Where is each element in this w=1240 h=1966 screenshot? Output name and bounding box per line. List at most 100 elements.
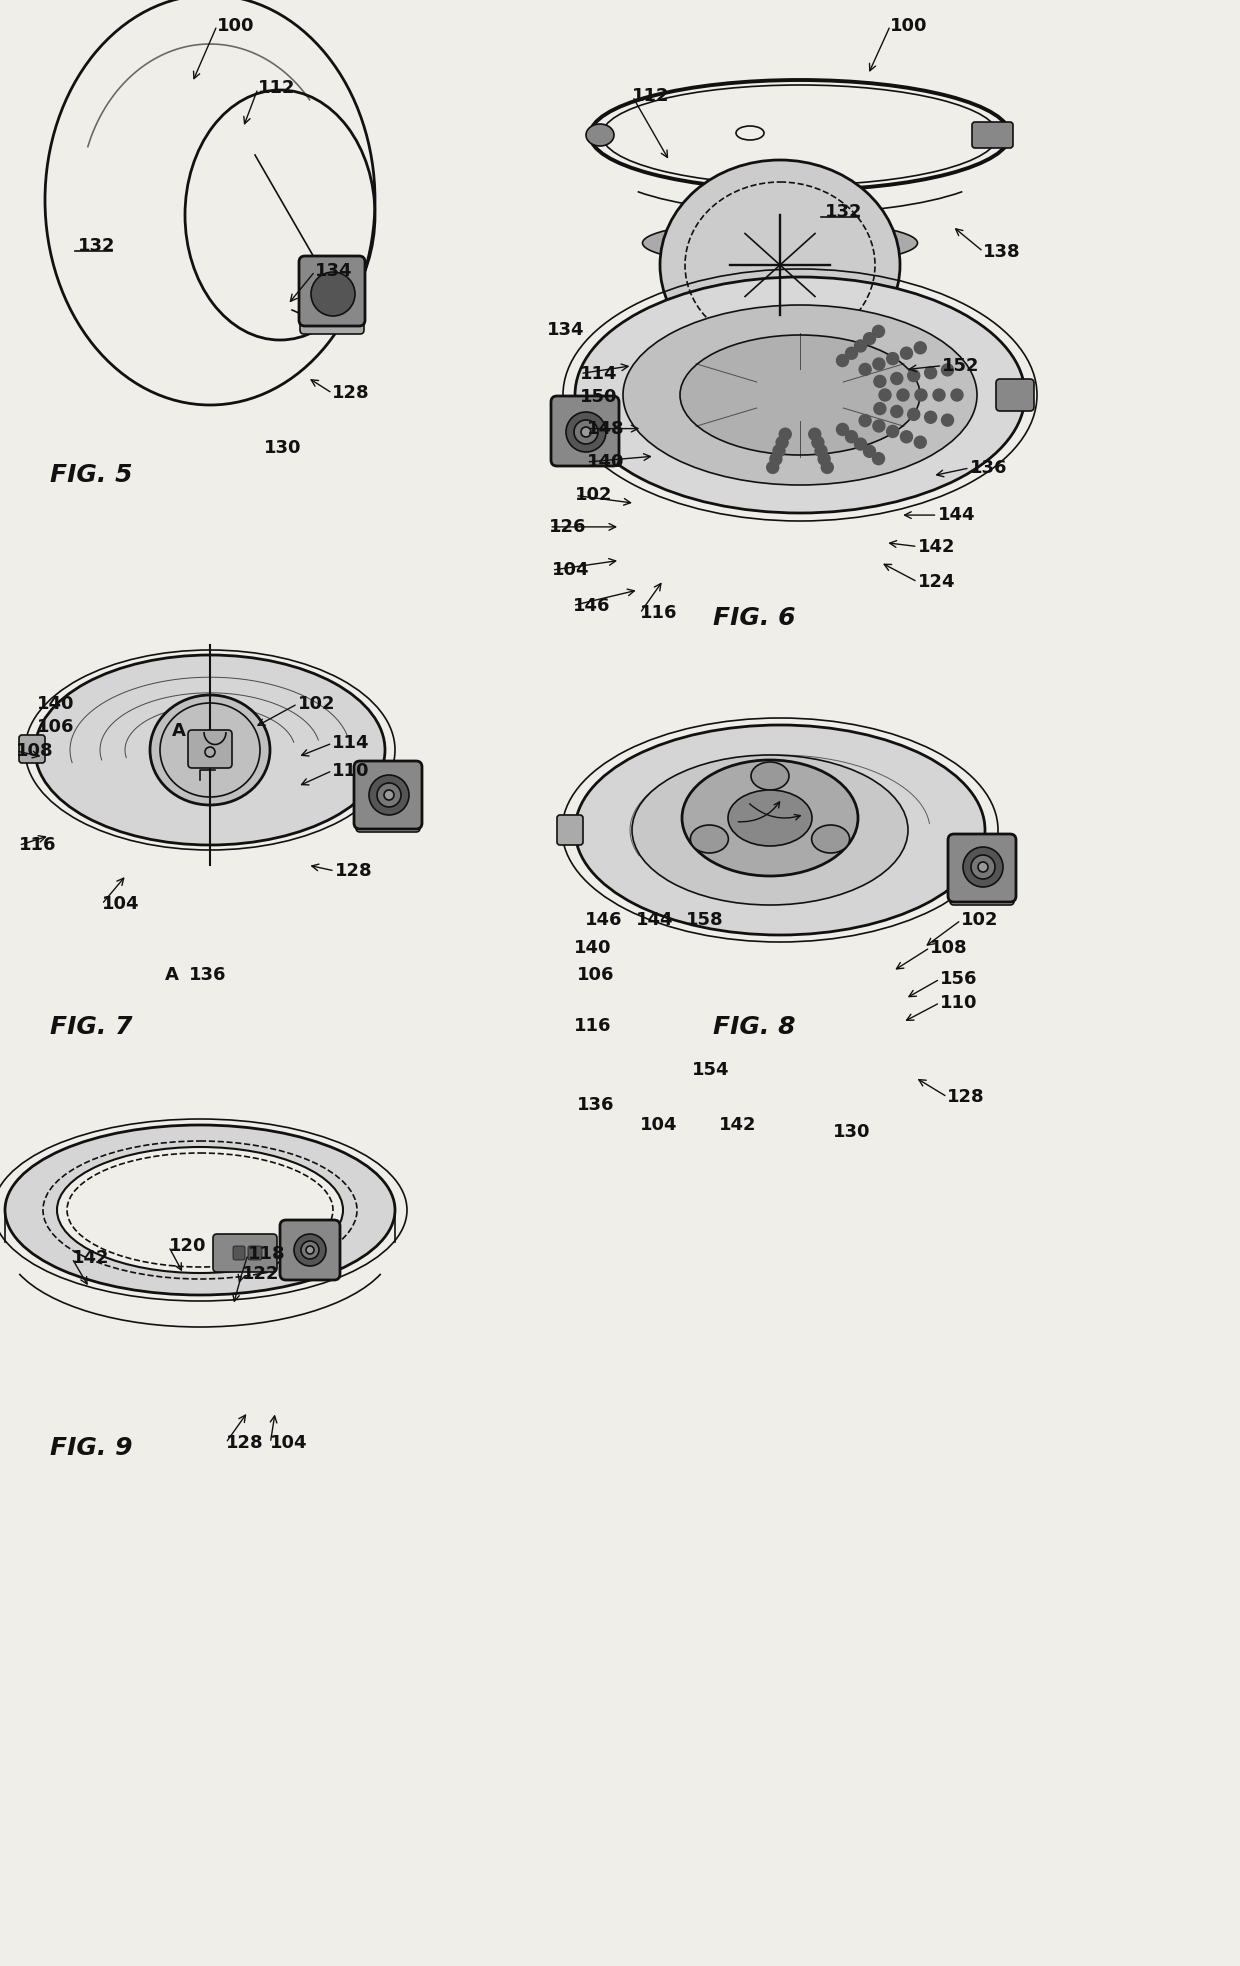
Circle shape — [890, 405, 903, 417]
Text: 102: 102 — [961, 910, 998, 930]
Text: 110: 110 — [940, 993, 977, 1012]
Text: 134: 134 — [547, 320, 584, 340]
Text: 140: 140 — [574, 938, 611, 957]
FancyBboxPatch shape — [233, 1246, 246, 1260]
Text: 126: 126 — [549, 517, 587, 537]
Text: 116: 116 — [574, 1016, 611, 1036]
Circle shape — [301, 1241, 319, 1258]
Text: 110: 110 — [332, 761, 370, 781]
Circle shape — [859, 415, 872, 427]
Text: 124: 124 — [918, 572, 955, 592]
Ellipse shape — [682, 761, 858, 877]
Text: 128: 128 — [947, 1087, 985, 1107]
Ellipse shape — [622, 305, 977, 486]
Text: A: A — [165, 965, 179, 985]
Ellipse shape — [728, 790, 812, 845]
Text: 152: 152 — [942, 356, 980, 376]
Text: 114: 114 — [332, 733, 370, 753]
Circle shape — [370, 775, 409, 816]
Text: 112: 112 — [632, 87, 670, 106]
Circle shape — [582, 427, 591, 436]
FancyBboxPatch shape — [19, 735, 45, 763]
Ellipse shape — [35, 655, 384, 845]
Text: 148: 148 — [587, 419, 624, 438]
Ellipse shape — [632, 755, 908, 904]
Text: 118: 118 — [248, 1244, 285, 1264]
Circle shape — [900, 348, 913, 360]
Circle shape — [384, 790, 394, 800]
Circle shape — [914, 342, 926, 354]
FancyBboxPatch shape — [996, 379, 1034, 411]
FancyBboxPatch shape — [557, 816, 583, 845]
Ellipse shape — [575, 277, 1025, 513]
Circle shape — [821, 462, 833, 474]
Ellipse shape — [57, 1146, 343, 1274]
Text: 130: 130 — [264, 438, 301, 458]
Text: 100: 100 — [217, 16, 254, 35]
Ellipse shape — [587, 124, 614, 145]
Circle shape — [294, 1235, 326, 1266]
Text: 116: 116 — [19, 836, 56, 855]
Text: 106: 106 — [577, 965, 614, 985]
Text: 104: 104 — [270, 1433, 308, 1453]
Circle shape — [908, 409, 920, 421]
Text: 108: 108 — [930, 938, 967, 957]
Text: 130: 130 — [833, 1123, 870, 1142]
Circle shape — [863, 332, 875, 344]
Text: 158: 158 — [686, 910, 723, 930]
Text: 104: 104 — [640, 1115, 677, 1134]
Circle shape — [873, 324, 884, 338]
Ellipse shape — [751, 763, 789, 790]
Text: FIG. 7: FIG. 7 — [50, 1014, 133, 1040]
Circle shape — [915, 389, 928, 401]
Circle shape — [887, 425, 899, 436]
Circle shape — [873, 421, 885, 433]
Circle shape — [900, 431, 913, 442]
Text: 132: 132 — [78, 236, 115, 256]
Text: 122: 122 — [242, 1264, 279, 1284]
Text: 138: 138 — [983, 242, 1021, 261]
Text: FIG. 9: FIG. 9 — [50, 1435, 133, 1461]
Text: 146: 146 — [585, 910, 622, 930]
FancyBboxPatch shape — [213, 1235, 277, 1272]
Circle shape — [846, 431, 858, 442]
Circle shape — [932, 389, 945, 401]
Text: 136: 136 — [970, 458, 1007, 478]
Ellipse shape — [680, 334, 920, 454]
Circle shape — [319, 279, 347, 309]
Text: 104: 104 — [552, 560, 589, 580]
Circle shape — [574, 421, 598, 444]
Text: 142: 142 — [918, 537, 955, 556]
FancyBboxPatch shape — [188, 729, 232, 769]
Text: A: A — [172, 722, 186, 741]
Ellipse shape — [5, 1125, 396, 1296]
Circle shape — [874, 403, 885, 415]
Circle shape — [808, 429, 821, 440]
Text: 106: 106 — [37, 718, 74, 737]
Text: 128: 128 — [226, 1433, 263, 1453]
Circle shape — [854, 438, 867, 450]
Circle shape — [837, 423, 848, 434]
Circle shape — [377, 782, 401, 806]
Text: 140: 140 — [587, 452, 624, 472]
Circle shape — [770, 452, 782, 466]
Circle shape — [941, 364, 954, 376]
Ellipse shape — [642, 220, 918, 265]
Circle shape — [311, 271, 355, 317]
Circle shape — [914, 436, 926, 448]
Text: 136: 136 — [577, 1095, 614, 1115]
Circle shape — [846, 348, 858, 360]
Text: 100: 100 — [890, 16, 928, 35]
Text: 114: 114 — [580, 364, 618, 383]
Text: 154: 154 — [692, 1060, 729, 1079]
Circle shape — [971, 855, 994, 879]
Circle shape — [925, 368, 936, 379]
Circle shape — [812, 436, 823, 448]
Circle shape — [897, 389, 909, 401]
Text: 102: 102 — [298, 694, 335, 714]
Text: 142: 142 — [72, 1248, 109, 1268]
Text: 156: 156 — [940, 969, 977, 989]
Circle shape — [908, 370, 920, 381]
Circle shape — [887, 352, 899, 364]
Circle shape — [331, 293, 335, 297]
